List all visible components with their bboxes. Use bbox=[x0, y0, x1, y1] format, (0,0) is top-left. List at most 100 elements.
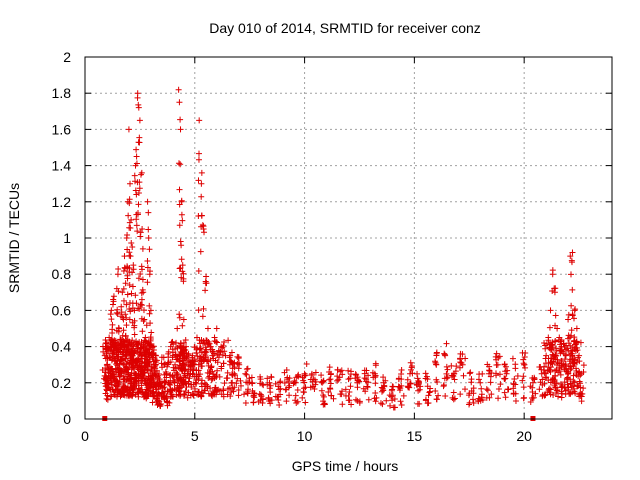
data-point bbox=[537, 363, 544, 370]
data-points bbox=[99, 86, 587, 421]
data-point bbox=[207, 357, 214, 364]
data-point bbox=[552, 372, 559, 379]
data-point bbox=[103, 395, 110, 402]
data-point bbox=[377, 400, 384, 407]
data-point bbox=[311, 376, 318, 383]
data-point bbox=[213, 338, 220, 345]
data-point bbox=[572, 390, 579, 397]
data-point bbox=[290, 380, 297, 387]
data-point bbox=[293, 399, 300, 406]
data-point bbox=[185, 367, 192, 374]
data-point bbox=[212, 384, 219, 391]
data-point bbox=[277, 378, 284, 385]
data-point bbox=[122, 333, 129, 340]
data-point bbox=[139, 286, 146, 293]
data-point bbox=[458, 359, 465, 366]
data-point bbox=[255, 398, 262, 405]
data-point bbox=[176, 99, 183, 106]
data-point bbox=[179, 358, 186, 365]
data-point bbox=[345, 367, 352, 374]
data-point bbox=[496, 371, 503, 378]
data-point bbox=[136, 305, 143, 312]
data-point bbox=[235, 392, 242, 399]
data-point bbox=[158, 401, 165, 408]
data-point bbox=[576, 358, 583, 365]
data-point bbox=[178, 211, 185, 218]
data-point bbox=[495, 386, 502, 393]
data-point bbox=[135, 356, 142, 363]
data-point bbox=[142, 334, 149, 341]
data-point bbox=[195, 367, 202, 374]
data-point bbox=[218, 363, 225, 370]
data-point bbox=[484, 361, 491, 368]
data-point bbox=[441, 375, 448, 382]
data-point bbox=[200, 223, 207, 230]
data-point bbox=[204, 325, 211, 332]
data-point bbox=[195, 150, 202, 157]
data-point bbox=[120, 267, 127, 274]
data-point bbox=[552, 380, 559, 387]
data-point bbox=[120, 327, 127, 334]
data-point bbox=[127, 180, 134, 187]
data-point bbox=[369, 369, 376, 376]
x-tick-label: 5 bbox=[191, 428, 199, 444]
data-point bbox=[201, 229, 208, 236]
data-point bbox=[553, 352, 560, 359]
data-point bbox=[493, 362, 500, 369]
data-point bbox=[174, 325, 181, 332]
data-point bbox=[348, 401, 355, 408]
data-point bbox=[354, 384, 361, 391]
data-point bbox=[180, 275, 187, 282]
data-point bbox=[285, 378, 292, 385]
data-point bbox=[167, 359, 174, 366]
data-point bbox=[126, 219, 133, 226]
y-tick-label: 2 bbox=[63, 49, 71, 65]
data-point bbox=[398, 371, 405, 378]
data-point bbox=[501, 389, 508, 396]
y-axis-label: SRMTID / TECUs bbox=[6, 183, 22, 293]
data-point bbox=[139, 276, 146, 283]
data-point bbox=[510, 390, 517, 397]
data-point bbox=[132, 292, 139, 299]
data-point bbox=[205, 390, 212, 397]
data-point bbox=[558, 336, 565, 343]
data-point bbox=[302, 399, 309, 406]
data-point bbox=[195, 268, 202, 275]
data-point bbox=[347, 375, 354, 382]
data-point bbox=[206, 370, 213, 377]
data-point bbox=[327, 371, 334, 378]
data-point bbox=[416, 386, 423, 393]
data-point bbox=[203, 273, 210, 280]
data-point bbox=[519, 377, 526, 384]
data-point bbox=[404, 376, 411, 383]
data-point bbox=[266, 397, 273, 404]
data-point bbox=[570, 315, 577, 322]
data-point bbox=[103, 340, 110, 347]
data-point bbox=[576, 378, 583, 385]
data-point bbox=[425, 399, 432, 406]
data-point bbox=[210, 388, 217, 395]
data-point bbox=[202, 287, 209, 294]
y-tick-label: 0.8 bbox=[52, 266, 72, 282]
data-point bbox=[195, 156, 202, 163]
data-point bbox=[196, 117, 203, 124]
data-point bbox=[326, 376, 333, 383]
data-point bbox=[557, 371, 564, 378]
data-point bbox=[129, 342, 136, 349]
data-point bbox=[580, 362, 587, 369]
data-point bbox=[551, 285, 558, 292]
data-point bbox=[330, 395, 337, 402]
data-point bbox=[568, 257, 575, 264]
data-point bbox=[161, 394, 168, 401]
data-point bbox=[182, 379, 189, 386]
data-point bbox=[192, 358, 199, 365]
data-point bbox=[371, 395, 378, 402]
data-point bbox=[139, 225, 146, 232]
data-point bbox=[178, 197, 185, 204]
data-point bbox=[115, 380, 122, 387]
data-point bbox=[327, 380, 334, 387]
data-point bbox=[510, 380, 517, 387]
y-tick-label: 1 bbox=[63, 230, 71, 246]
data-point bbox=[192, 379, 199, 386]
data-point bbox=[363, 367, 370, 374]
